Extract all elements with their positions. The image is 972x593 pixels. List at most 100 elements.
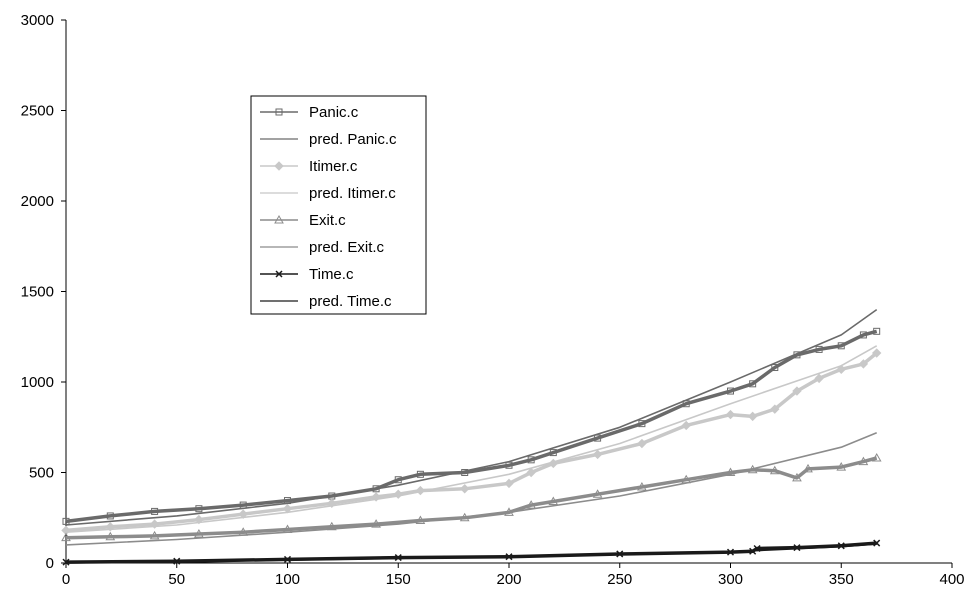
data-point: [637, 438, 647, 449]
data-point: [106, 512, 114, 520]
legend-item: Exit.c: [260, 212, 346, 229]
series-line: [65, 543, 877, 564]
series-line: [65, 329, 878, 524]
data-point: [527, 456, 535, 464]
legend: Panic.c pred. Panic.c Itimer.c pred. Itimer…: [250, 95, 427, 315]
data-point: [592, 449, 603, 460]
data-point: [725, 467, 736, 476]
data-point: [592, 489, 603, 498]
legend-swatch-marker: [274, 214, 284, 224]
legend-label: pred. Itimer.c: [309, 185, 396, 202]
series-1: [65, 308, 878, 526]
data-point: [504, 478, 514, 489]
data-point: [326, 521, 337, 531]
data-point: [837, 342, 845, 350]
data-point: [151, 507, 159, 515]
series-5: [65, 431, 878, 546]
data-point: [194, 529, 204, 538]
data-point: [195, 505, 203, 513]
data-point: [871, 453, 882, 462]
data-point: [871, 348, 882, 358]
series-line: [65, 351, 878, 533]
x-ticks: 0 50 100 150 200 250 300 350 400: [62, 563, 965, 588]
y-tick-label: 2500: [21, 103, 54, 120]
data-point: [858, 456, 869, 466]
data-point: [770, 404, 780, 414]
legend-swatch-marker: [275, 270, 283, 278]
y-ticks: 0 500 1000 1500 2000 2500 3000: [21, 12, 66, 572]
data-point: [638, 420, 646, 428]
series-2: [61, 348, 882, 536]
x-tick-label: 50: [168, 571, 185, 588]
data-point: [61, 532, 71, 542]
series-0: [62, 327, 881, 525]
data-point: [415, 515, 426, 524]
series-line: [65, 431, 878, 546]
data-point: [836, 364, 846, 375]
y-tick-label: 3000: [21, 12, 54, 29]
data-point: [859, 331, 867, 339]
x-tick-label: 0: [62, 571, 70, 588]
legend-item: pred. Exit.c: [260, 239, 385, 256]
data-point: [792, 472, 802, 482]
data-point: [769, 465, 780, 475]
y-tick-label: 1000: [21, 374, 54, 391]
data-point: [149, 530, 160, 540]
data-point: [548, 496, 559, 505]
x-tick-label: 200: [496, 571, 521, 588]
legend-item: Itimer.c: [260, 158, 358, 175]
series-layer: [61, 308, 882, 566]
legend-item: pred. Panic.c: [260, 131, 397, 148]
data-point: [727, 387, 734, 395]
data-point: [803, 463, 813, 473]
data-point: [771, 364, 779, 372]
data-point: [837, 542, 845, 550]
data-point: [549, 449, 557, 457]
data-point: [836, 462, 847, 471]
data-point: [459, 484, 470, 494]
legend-label: Exit.c: [309, 212, 346, 229]
x-tick-label: 100: [275, 571, 300, 588]
x-tick-label: 350: [829, 571, 854, 588]
data-point: [814, 373, 824, 384]
legend-item: Panic.c: [260, 104, 359, 121]
legend-label: pred. Time.c: [309, 293, 392, 310]
y-tick-label: 500: [29, 465, 54, 482]
x-tick-label: 250: [607, 571, 632, 588]
data-point: [526, 467, 536, 478]
legend-item: Time.c: [260, 266, 354, 283]
data-point: [725, 409, 736, 420]
data-point: [105, 531, 116, 541]
data-point: [873, 327, 881, 335]
legend-label: Time.c: [309, 266, 354, 283]
x-tick-label: 150: [386, 571, 411, 588]
data-point: [371, 519, 381, 528]
legend-box: [250, 95, 427, 315]
legend-swatch-marker: [275, 108, 283, 116]
x-tick-label: 400: [939, 571, 964, 588]
data-point: [526, 500, 537, 509]
series-3: [65, 345, 878, 533]
y-tick-label: 1500: [21, 284, 54, 301]
y-tick-label: 2000: [21, 193, 54, 210]
data-point: [62, 558, 70, 566]
legend-item: pred. Itimer.c: [260, 185, 396, 202]
data-point: [873, 539, 881, 547]
series-7: [65, 543, 877, 564]
legend-label: Itimer.c: [309, 158, 358, 175]
data-point: [416, 470, 424, 478]
legend-swatch-marker: [274, 161, 284, 171]
y-tick-label: 0: [46, 555, 54, 572]
data-point: [815, 345, 823, 353]
data-point: [858, 359, 869, 369]
legend-item: pred. Time.c: [260, 293, 392, 310]
series-line: [65, 308, 878, 526]
data-point: [681, 420, 691, 431]
legend-label: pred. Panic.c: [309, 131, 397, 148]
legend-label: Panic.c: [309, 104, 359, 121]
data-point: [749, 380, 757, 388]
data-point: [594, 434, 602, 442]
data-point: [394, 476, 402, 484]
x-tick-label: 300: [718, 571, 743, 588]
